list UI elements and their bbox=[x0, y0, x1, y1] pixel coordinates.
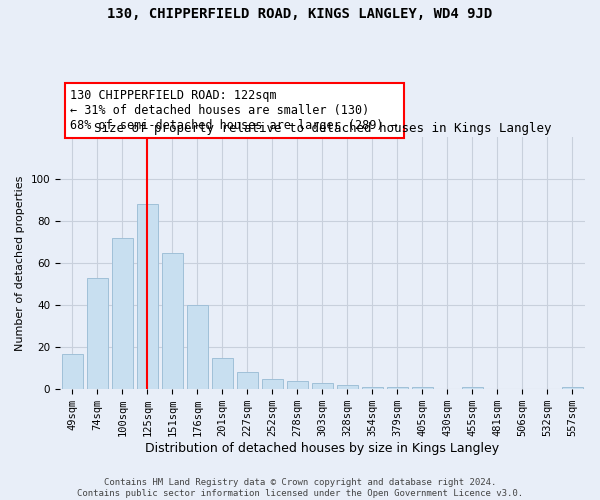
Bar bbox=[62, 354, 83, 389]
Bar bbox=[387, 387, 408, 389]
Bar bbox=[362, 387, 383, 389]
Bar bbox=[137, 204, 158, 389]
Bar bbox=[262, 378, 283, 389]
Bar bbox=[562, 387, 583, 389]
Bar bbox=[162, 252, 183, 389]
Text: 130, CHIPPERFIELD ROAD, KINGS LANGLEY, WD4 9JD: 130, CHIPPERFIELD ROAD, KINGS LANGLEY, W… bbox=[107, 8, 493, 22]
Bar bbox=[187, 305, 208, 389]
Text: Contains HM Land Registry data © Crown copyright and database right 2024.
Contai: Contains HM Land Registry data © Crown c… bbox=[77, 478, 523, 498]
Bar bbox=[462, 387, 483, 389]
Text: 130 CHIPPERFIELD ROAD: 122sqm
← 31% of detached houses are smaller (130)
68% of : 130 CHIPPERFIELD ROAD: 122sqm ← 31% of d… bbox=[70, 89, 398, 132]
Bar bbox=[312, 383, 333, 389]
Bar bbox=[112, 238, 133, 389]
Bar bbox=[212, 358, 233, 389]
Bar bbox=[337, 385, 358, 389]
X-axis label: Distribution of detached houses by size in Kings Langley: Distribution of detached houses by size … bbox=[145, 442, 500, 455]
Bar bbox=[237, 372, 258, 389]
Title: Size of property relative to detached houses in Kings Langley: Size of property relative to detached ho… bbox=[94, 122, 551, 134]
Bar bbox=[287, 381, 308, 389]
Bar bbox=[412, 387, 433, 389]
Y-axis label: Number of detached properties: Number of detached properties bbox=[15, 176, 25, 351]
Bar bbox=[87, 278, 108, 389]
